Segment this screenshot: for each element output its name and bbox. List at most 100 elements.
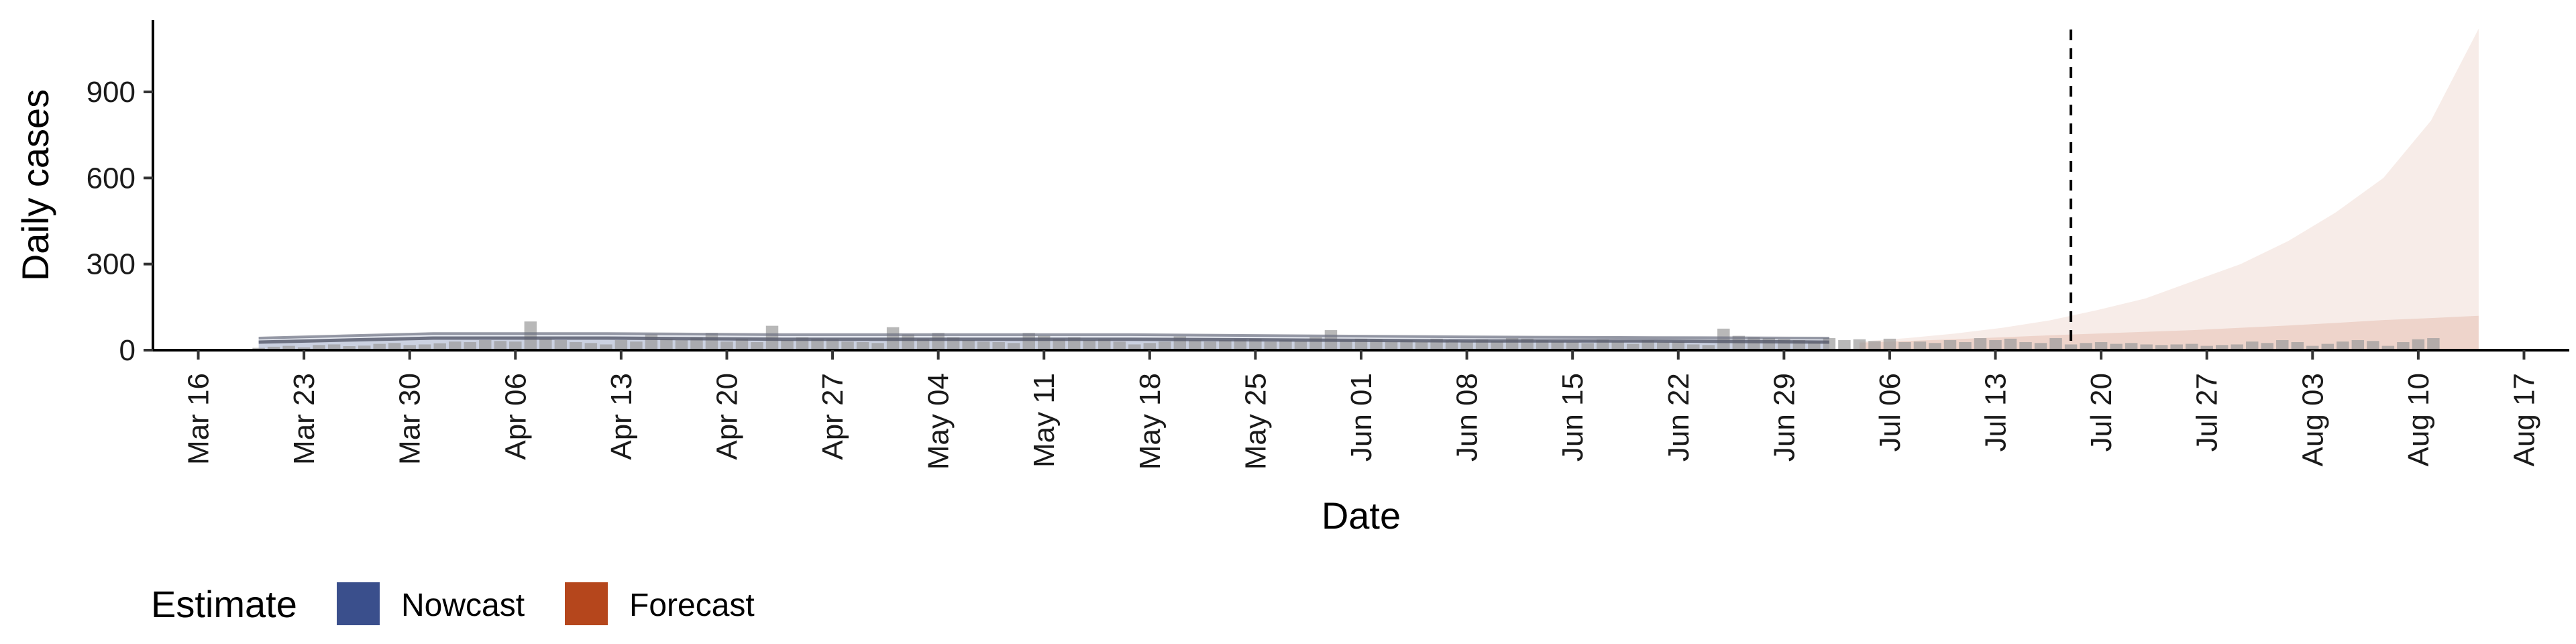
- observed-bar: [1294, 341, 1307, 350]
- x-tick-label: Jul 20: [2085, 373, 2118, 451]
- median-line: [258, 336, 1829, 344]
- observed-bar: [2306, 345, 2319, 350]
- observed-bar: [313, 345, 325, 350]
- x-tick-label: Jun 08: [1451, 373, 1484, 462]
- observed-bar: [570, 342, 582, 350]
- observed-bar: [433, 343, 446, 350]
- x-tick-label: May 11: [1028, 373, 1061, 468]
- observed-bar: [2246, 341, 2259, 350]
- observed-bar: [1189, 340, 1201, 350]
- y-tick-label: 300: [87, 248, 136, 281]
- observed-bar: [2200, 345, 2213, 350]
- y-tick-label: 600: [87, 162, 136, 195]
- legend-title: Estimate: [151, 583, 297, 625]
- observed-bar: [327, 344, 341, 350]
- observed-bar: [600, 344, 612, 350]
- x-tick-label: Jun 01: [1345, 373, 1378, 462]
- x-tick-label: May 25: [1239, 373, 1272, 470]
- observed-bar: [267, 346, 280, 350]
- legend: Estimate Nowcast Forecast: [151, 582, 755, 625]
- observed-bar: [2427, 338, 2440, 350]
- observed-bar: [2064, 344, 2078, 350]
- observed-bar: [2367, 341, 2379, 350]
- observed-bar: [373, 343, 386, 350]
- observed-bar: [2412, 339, 2425, 350]
- observed-bar: [584, 343, 598, 350]
- observed-bar: [1611, 341, 1624, 350]
- observed-bar: [1234, 339, 1247, 350]
- observed-bar: [2291, 342, 2304, 350]
- observed-bar: [1883, 338, 1896, 350]
- observed-bar: [1219, 340, 1232, 350]
- observed-bar: [1053, 338, 1065, 350]
- x-tick-label: Jul 13: [1980, 373, 2012, 451]
- observed-bar: [2080, 343, 2092, 350]
- estimate-bands: [258, 28, 2479, 351]
- x-tick-label: Mar 23: [288, 373, 321, 465]
- observed-bar: [1143, 343, 1157, 350]
- observed-bar: [358, 345, 371, 350]
- x-tick-label: May 18: [1134, 373, 1167, 470]
- x-tick-label: Jun 15: [1556, 373, 1589, 462]
- observed-bar: [2261, 343, 2273, 350]
- observed-bar: [1943, 340, 1957, 350]
- observed-bar: [1460, 341, 1473, 350]
- observed-bar: [871, 343, 884, 350]
- observed-bar: [2215, 345, 2229, 350]
- observed-bar: [1279, 340, 1292, 350]
- observed-bar: [902, 334, 914, 350]
- x-tick-label: Apr 20: [710, 373, 743, 460]
- observed-bar: [2321, 343, 2334, 350]
- observed-bar: [841, 341, 854, 350]
- y-tick-label: 900: [87, 76, 136, 109]
- observed-bar: [811, 338, 824, 350]
- legend-label-forecast: Forecast: [629, 588, 755, 623]
- observed-bar: [1657, 342, 1670, 350]
- outer-interval-band: [1859, 28, 2479, 351]
- observed-bar: [2094, 342, 2108, 350]
- observed-bar: [2231, 344, 2243, 350]
- observed-bar: [1203, 341, 1217, 350]
- observed-bar: [720, 341, 733, 350]
- upper-bound-line: [258, 332, 1829, 339]
- observed-bar: [1974, 338, 1987, 350]
- x-tick-label: May 04: [922, 373, 955, 470]
- observed-bar: [977, 341, 990, 350]
- x-tick-label: Apr 13: [605, 373, 638, 460]
- observed-cases-bars: [252, 321, 2440, 350]
- observed-bar: [1340, 340, 1352, 350]
- observed-bar: [690, 337, 703, 350]
- observed-bar: [1838, 340, 1851, 350]
- observed-bar: [297, 347, 311, 350]
- x-tick-label: Jun 29: [1768, 373, 1801, 462]
- x-tick-label: Aug 17: [2508, 373, 2540, 466]
- x-tick-label: Jul 06: [1874, 373, 1907, 451]
- observed-bar: [1491, 341, 1503, 350]
- observed-bar: [2381, 345, 2395, 350]
- observed-bar: [660, 338, 673, 350]
- observed-bar: [962, 340, 975, 350]
- observed-bar: [1249, 338, 1262, 350]
- observed-bar: [2351, 340, 2365, 350]
- observed-bar: [1717, 328, 1730, 350]
- observed-bar: [509, 341, 522, 350]
- observed-bar: [1566, 342, 1579, 350]
- observed-bar: [1898, 342, 1911, 350]
- observed-bar: [449, 341, 462, 350]
- observed-bar: [1913, 341, 1927, 350]
- observed-bar: [418, 344, 431, 350]
- observed-bar: [1959, 342, 1972, 350]
- observed-bar: [2125, 343, 2138, 350]
- observed-bar: [1989, 340, 2002, 350]
- observed-bar: [1128, 344, 1141, 350]
- observed-bar: [856, 342, 869, 350]
- y-tick-label: 0: [119, 334, 136, 367]
- observed-bar: [1581, 343, 1594, 350]
- observed-bar: [2019, 342, 2032, 350]
- estimate-lines: [258, 332, 1829, 344]
- observed-bar: [1264, 341, 1277, 350]
- observed-bar: [1098, 339, 1111, 350]
- observed-bar: [2034, 343, 2047, 350]
- observed-bar: [2140, 344, 2153, 350]
- observed-bar: [494, 341, 507, 350]
